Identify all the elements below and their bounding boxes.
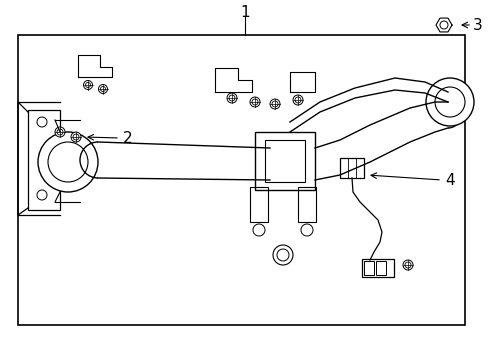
Circle shape: [83, 81, 92, 90]
Circle shape: [73, 134, 79, 140]
Circle shape: [402, 260, 412, 270]
Text: 2: 2: [123, 131, 133, 145]
Circle shape: [48, 142, 88, 182]
Circle shape: [272, 245, 292, 265]
Circle shape: [71, 132, 81, 142]
Bar: [28, 110, 60, 210]
Text: 3: 3: [472, 18, 482, 32]
Circle shape: [425, 78, 473, 126]
Bar: [249, 187, 267, 222]
Circle shape: [276, 249, 288, 261]
Circle shape: [292, 95, 303, 105]
Circle shape: [98, 85, 107, 94]
Bar: [375, 261, 385, 275]
Circle shape: [226, 93, 237, 103]
Text: 4: 4: [444, 172, 454, 188]
Circle shape: [434, 87, 464, 117]
Bar: [361, 259, 393, 277]
Bar: [297, 187, 315, 222]
Circle shape: [251, 99, 258, 105]
Circle shape: [439, 21, 447, 29]
Bar: [339, 158, 363, 178]
Bar: [264, 140, 305, 182]
Circle shape: [37, 117, 47, 127]
Circle shape: [55, 127, 65, 137]
Circle shape: [294, 97, 301, 103]
Text: 1: 1: [240, 5, 249, 19]
Circle shape: [38, 132, 98, 192]
Circle shape: [57, 129, 63, 135]
Circle shape: [101, 86, 105, 91]
Bar: [363, 261, 373, 275]
Circle shape: [404, 262, 410, 268]
Circle shape: [301, 224, 312, 236]
Circle shape: [228, 95, 235, 101]
Circle shape: [271, 101, 278, 107]
Circle shape: [85, 82, 90, 87]
Circle shape: [269, 99, 280, 109]
Bar: [254, 132, 314, 190]
Bar: [18, 35, 464, 325]
Circle shape: [249, 97, 260, 107]
Circle shape: [37, 190, 47, 200]
Circle shape: [252, 224, 264, 236]
